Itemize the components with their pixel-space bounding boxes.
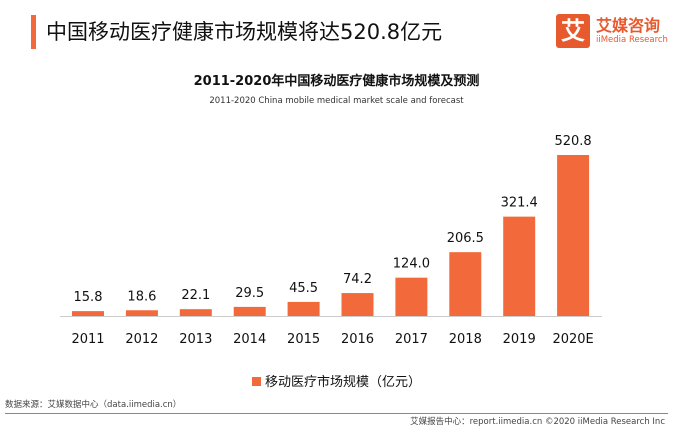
chart-subtitle: 2011-2020 China mobile medical market sc… (209, 96, 464, 106)
x-tick-2013: 2013 (179, 332, 212, 347)
data-label-2012: 18.6 (127, 289, 156, 304)
bar-2018 (449, 252, 482, 316)
bar-2012 (125, 310, 158, 316)
x-tick-2018: 2018 (449, 332, 482, 347)
data-label-2019: 321.4 (501, 196, 538, 211)
bar-2013 (179, 309, 212, 316)
logo-name-en: iiMedia Research (596, 34, 668, 45)
x-tick-2015: 2015 (287, 332, 320, 347)
data-label-2015: 45.5 (289, 281, 318, 296)
x-tick-2014: 2014 (233, 332, 266, 347)
chart-title: 2011-2020年中国移动医疗健康市场规模及预测 (193, 74, 480, 89)
x-tick-2017: 2017 (395, 332, 428, 347)
data-label-2014: 29.5 (235, 286, 264, 301)
bar-chart: 15.8 2011 18.6 2012 22.1 2013 29.5 2014 45.5 2015… (60, 134, 602, 347)
bar-2017 (395, 277, 428, 316)
title-accent-bar (31, 15, 36, 49)
legend: 移动医疗市场规模（亿元） (0, 371, 673, 390)
x-tick-2020E: 2020E (552, 332, 593, 347)
bar-2016 (341, 293, 374, 316)
page-title: 中国移动医疗健康市场规模将达520.8亿元 (46, 20, 443, 44)
logo-mark: 艾 (556, 14, 590, 48)
data-label-2013: 22.1 (181, 288, 210, 303)
data-source: 数据来源：艾媒数据中心（data.iimedia.cn） (5, 400, 182, 410)
bar-2014 (233, 306, 266, 316)
data-label-2018: 206.5 (447, 231, 484, 246)
data-label-2016: 74.2 (343, 272, 372, 287)
legend-swatch (251, 377, 261, 386)
legend-label: 移动医疗市场规模（亿元） (264, 375, 421, 390)
x-tick-2011: 2011 (71, 332, 104, 347)
bar-2011 (72, 311, 104, 316)
bar-2020E (557, 155, 590, 316)
x-tick-2016: 2016 (341, 332, 374, 347)
x-tick-2019: 2019 (503, 332, 536, 347)
data-label-2020E: 520.8 (554, 134, 591, 149)
bar-2019 (503, 216, 536, 316)
logo-name: 艾媒咨询 (596, 15, 661, 35)
x-tick-2012: 2012 (125, 332, 158, 347)
data-label-2017: 124.0 (393, 257, 430, 272)
bar-2015 (287, 301, 320, 316)
data-label-2011: 15.8 (74, 290, 103, 305)
footer-credit: 艾媒报告中心：report.iimedia.cn ©2020 iiMedia R… (410, 417, 665, 427)
footer-divider (5, 413, 668, 414)
iimedia-logo: 艾 艾媒咨询 iiMedia Research (556, 14, 668, 48)
